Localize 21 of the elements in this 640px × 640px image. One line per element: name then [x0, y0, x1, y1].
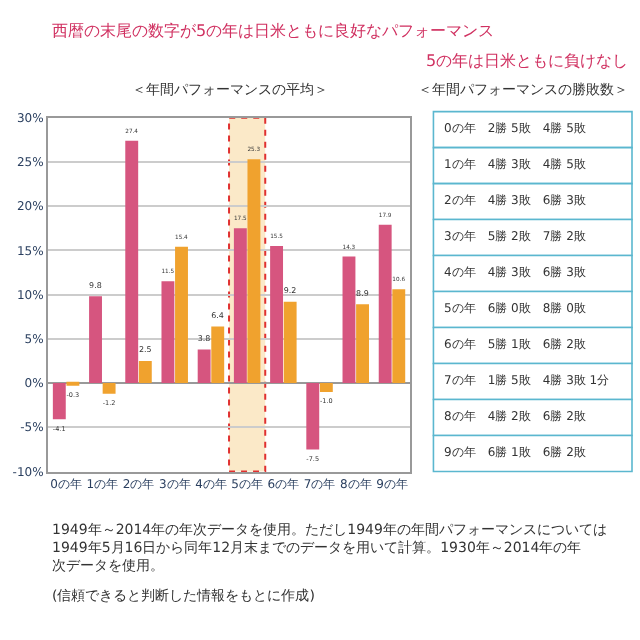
- bar: [52, 383, 66, 420]
- bar: [138, 360, 152, 384]
- bar: [306, 383, 320, 450]
- bar: [161, 281, 175, 384]
- bar: [283, 301, 297, 384]
- bar: [175, 246, 188, 384]
- bar: [211, 326, 225, 384]
- bar: [233, 228, 247, 384]
- bar: [125, 140, 139, 384]
- bar: [392, 289, 406, 384]
- bar: [356, 304, 369, 384]
- text: 5の年は日米ともに負けなし: [426, 52, 629, 70]
- bar: [102, 383, 116, 394]
- bar: [89, 296, 102, 384]
- chart-title: 西暦の末尾の数字が5の年は日米ともに良好なパフォーマンス: [52, 22, 495, 40]
- bar: [319, 383, 333, 392]
- bar: [342, 256, 356, 384]
- bar: [197, 349, 211, 384]
- bar: [247, 159, 261, 384]
- bar: [378, 224, 392, 384]
- bar: [270, 245, 284, 384]
